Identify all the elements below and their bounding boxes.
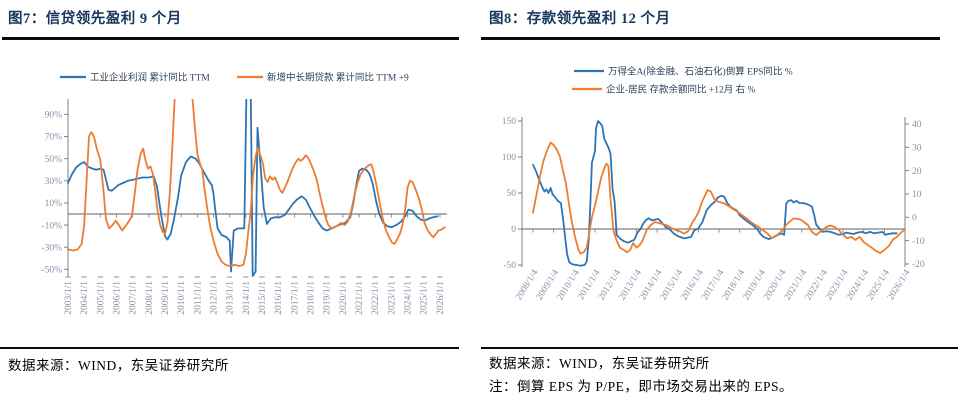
y-tick-label: 90% (45, 111, 63, 121)
figure8-title-rule (481, 37, 940, 40)
x-tick-label: 2026/1/1 (436, 281, 446, 315)
y-tick-label: -30% (41, 243, 62, 253)
figure8-note: 注：倒算 EPS 为 P/PE，即市场交易出来的 EPS。 (489, 379, 794, 394)
x-tick-label: 2024/1/1 (404, 281, 414, 315)
chart-canvas: 150100500-50403020100-10-202008/1/42009/… (502, 65, 925, 302)
y-tick-label: 10% (45, 199, 63, 209)
right-y-tick-label: 10 (912, 190, 922, 200)
y-tick-label: 30% (45, 177, 63, 187)
figure7-source-rule (0, 347, 459, 349)
figure7-title-rule (2, 37, 459, 40)
x-tick-label: 2015/1/1 (258, 281, 268, 315)
y-tick-label: 70% (45, 133, 63, 143)
right-y-tick-label: -20 (912, 260, 925, 270)
x-tick-label: 2016/1/1 (274, 281, 284, 315)
right-y-tick-label: 30 (912, 144, 922, 154)
figure8-source-rule (481, 347, 958, 349)
y-tick-label: 100 (502, 153, 517, 163)
x-tick-label: 2020/1/1 (339, 281, 349, 315)
y-tick-label: -10% (41, 221, 62, 231)
x-tick-label: 2017/1/1 (290, 281, 300, 315)
x-tick-label: 2021/1/1 (355, 281, 365, 315)
figure7-source: 数据来源：WIND，东吴证券研究所 (8, 358, 229, 373)
x-tick-label: 2023/1/1 (387, 281, 397, 315)
x-tick-label: 2014/1/1 (242, 281, 252, 315)
legend-label-0: 工业企业利润 累计同比 TTM (90, 71, 210, 83)
y-tick-label: 150 (502, 117, 517, 127)
x-tick-label: 2013/1/1 (226, 281, 236, 315)
series-line-1 (532, 141, 905, 255)
y-tick-label: 50% (45, 155, 63, 165)
y-tick-label: -50 (503, 261, 516, 271)
x-tick-label: 2022/1/1 (371, 281, 381, 315)
x-tick-label: 2025/1/1 (420, 281, 430, 315)
y-tick-label: 50 (507, 189, 517, 199)
chart-canvas: 90% 70% 50% 30% 10% -10% -30% -50%2003/1/1 2004/… (41, 71, 447, 315)
figure7-panel: 图7：信贷领先盈利 9 个月 90% 70% 50% 30% 10% -10% -30% -5… (0, 11, 459, 373)
x-tick-label: 2007/1/1 (129, 281, 139, 315)
legend-label-1: 新增中长期贷款 累计同比 TTM +9 (267, 71, 409, 83)
right-y-tick-label: 40 (912, 120, 922, 130)
x-tick-label: 2009/1/1 (161, 281, 171, 315)
legend-label-1: 企业-居民 存款余额同比 +12月 右 % (606, 83, 756, 95)
x-tick-label: 2019/1/1 (323, 281, 333, 315)
x-tick-label: 2006/1/1 (113, 281, 123, 315)
legend-label-0: 万得全A(除金融、石油石化)倒算 EPS同比 % (608, 65, 793, 77)
figure7-title: 图7：信贷领先盈利 9 个月 (8, 11, 182, 27)
right-y-tick-label: -10 (912, 237, 925, 247)
x-tick-label: 2008/1/1 (145, 281, 155, 315)
y-tick-label: 0 (511, 225, 516, 235)
series-line-1 (67, 99, 446, 267)
x-tick-label: 2011/1/1 (193, 281, 203, 315)
figure8-panel: 图8：存款领先盈利 12 个月 150 100 50 0 -50 40 30 20 10 0 -10… (481, 0, 962, 417)
x-tick-label: 2004/1/1 (80, 281, 90, 315)
figure8-title: 图8：存款领先盈利 12 个月 (489, 11, 671, 27)
right-y-tick-label: 20 (912, 167, 922, 177)
x-tick-label: 2018/1/1 (307, 281, 317, 315)
x-tick-label: 2010/1/1 (177, 281, 187, 315)
series-line-0 (532, 120, 898, 267)
x-tick-label: 2003/1/1 (64, 281, 74, 315)
x-tick-label: 2012/1/1 (210, 281, 220, 315)
y-tick-label: -50% (41, 266, 62, 276)
x-tick-label: 2005/1/1 (96, 281, 106, 315)
right-y-tick-label: 0 (912, 214, 917, 224)
figure8-source: 数据来源：WIND，东吴证券研究所 (489, 356, 710, 371)
